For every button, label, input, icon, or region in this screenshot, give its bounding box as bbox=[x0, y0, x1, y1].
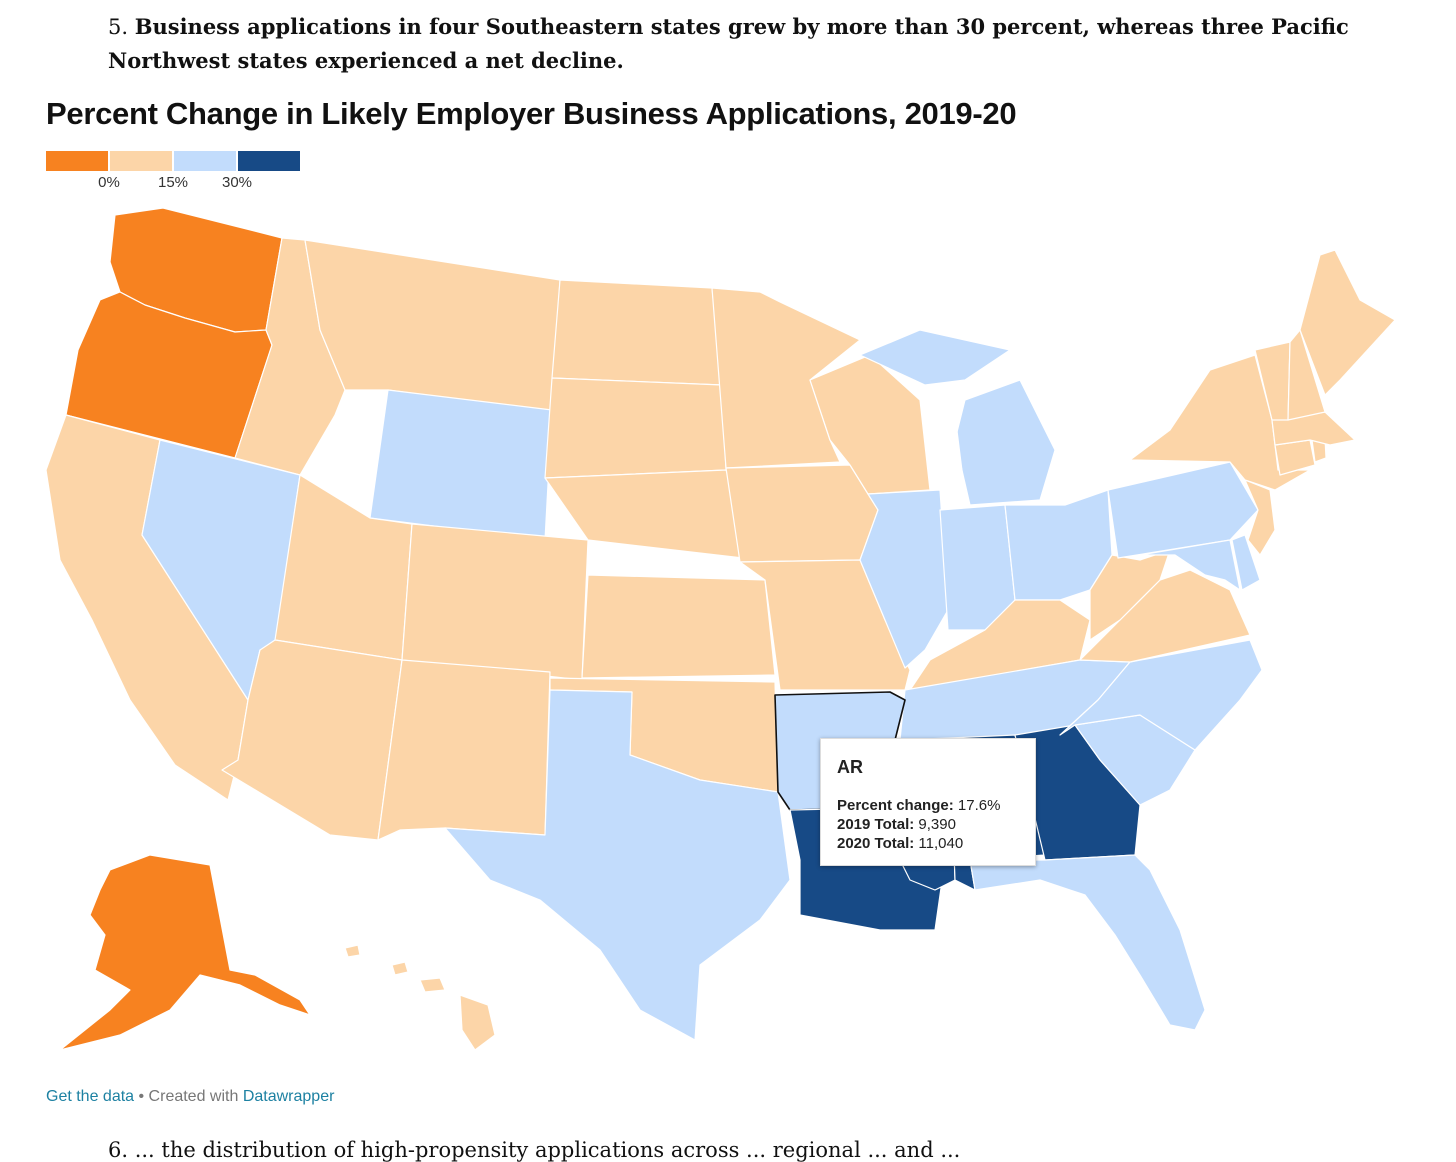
legend-tick-0: 0% bbox=[98, 174, 120, 191]
state-ia[interactable] bbox=[725, 464, 879, 563]
footer-separator: • Created with bbox=[134, 1088, 243, 1105]
tooltip-row-2019: 2019 Total: 9,390 bbox=[837, 815, 1019, 834]
datawrapper-link[interactable]: Datawrapper bbox=[242, 1088, 335, 1105]
legend-swatch-high bbox=[238, 151, 300, 171]
state-nm[interactable] bbox=[377, 659, 551, 841]
intro-number: 5. bbox=[108, 15, 129, 39]
legend-swatch-low bbox=[110, 151, 172, 171]
state-nc[interactable] bbox=[1059, 639, 1263, 751]
intro-text: Business applications in four Southeaste… bbox=[108, 14, 1349, 73]
tooltip-percent-value: 17.6% bbox=[957, 797, 1001, 814]
state-me[interactable] bbox=[1299, 249, 1396, 396]
state-ny[interactable] bbox=[1129, 354, 1311, 491]
us-choropleth-map bbox=[45, 207, 1396, 1051]
state-pa[interactable] bbox=[1107, 461, 1259, 559]
tooltip-percent-label: Percent change: bbox=[837, 797, 954, 814]
chart-footer: Get the data • Created with Datawrapper bbox=[46, 1088, 334, 1106]
state-wy[interactable] bbox=[369, 389, 553, 541]
state-tooltip: AR Percent change: 17.6% 2019 Total: 9,3… bbox=[820, 738, 1036, 866]
tooltip-row-percent: Percent change: 17.6% bbox=[837, 796, 1019, 815]
legend-tick-15: 15% bbox=[157, 174, 189, 191]
get-data-link[interactable]: Get the data bbox=[46, 1088, 135, 1105]
state-wv[interactable] bbox=[1089, 549, 1171, 641]
state-mt[interactable] bbox=[304, 239, 561, 413]
state-hi[interactable] bbox=[344, 944, 496, 1051]
tooltip-2020-label: 2020 Total: bbox=[837, 835, 915, 852]
state-nd[interactable] bbox=[551, 279, 723, 386]
intro-paragraph: 5. Business applications in four Southea… bbox=[108, 10, 1408, 78]
legend-swatch-decline bbox=[46, 151, 108, 171]
color-legend: 0% 15% 30% bbox=[46, 151, 300, 191]
map-title: Percent Change in Likely Employer Busine… bbox=[46, 96, 1017, 131]
next-paragraph-cutoff: 6. ... the distribution of high-propensi… bbox=[108, 1138, 961, 1162]
legend-tick-30: 30% bbox=[221, 174, 253, 191]
tooltip-title: AR bbox=[837, 757, 863, 777]
tooltip-2019-value: 9,390 bbox=[918, 816, 956, 833]
lake-michigan bbox=[935, 400, 965, 505]
state-ks[interactable] bbox=[581, 574, 776, 679]
tooltip-2019-label: 2019 Total: bbox=[837, 816, 915, 833]
state-co[interactable] bbox=[401, 523, 589, 681]
tooltip-2020-value: 11,040 bbox=[918, 835, 964, 852]
state-md[interactable] bbox=[1139, 539, 1241, 591]
state-nj[interactable] bbox=[1244, 479, 1276, 556]
state-nh[interactable] bbox=[1287, 329, 1326, 421]
state-de[interactable] bbox=[1231, 534, 1261, 591]
state-fl[interactable] bbox=[969, 854, 1206, 1031]
state-ak[interactable] bbox=[59, 854, 311, 1051]
tooltip-row-2020: 2020 Total: 11,040 bbox=[837, 834, 1019, 853]
state-tx[interactable] bbox=[444, 689, 791, 1041]
state-sd[interactable] bbox=[544, 377, 727, 479]
legend-swatch-mid bbox=[174, 151, 236, 171]
